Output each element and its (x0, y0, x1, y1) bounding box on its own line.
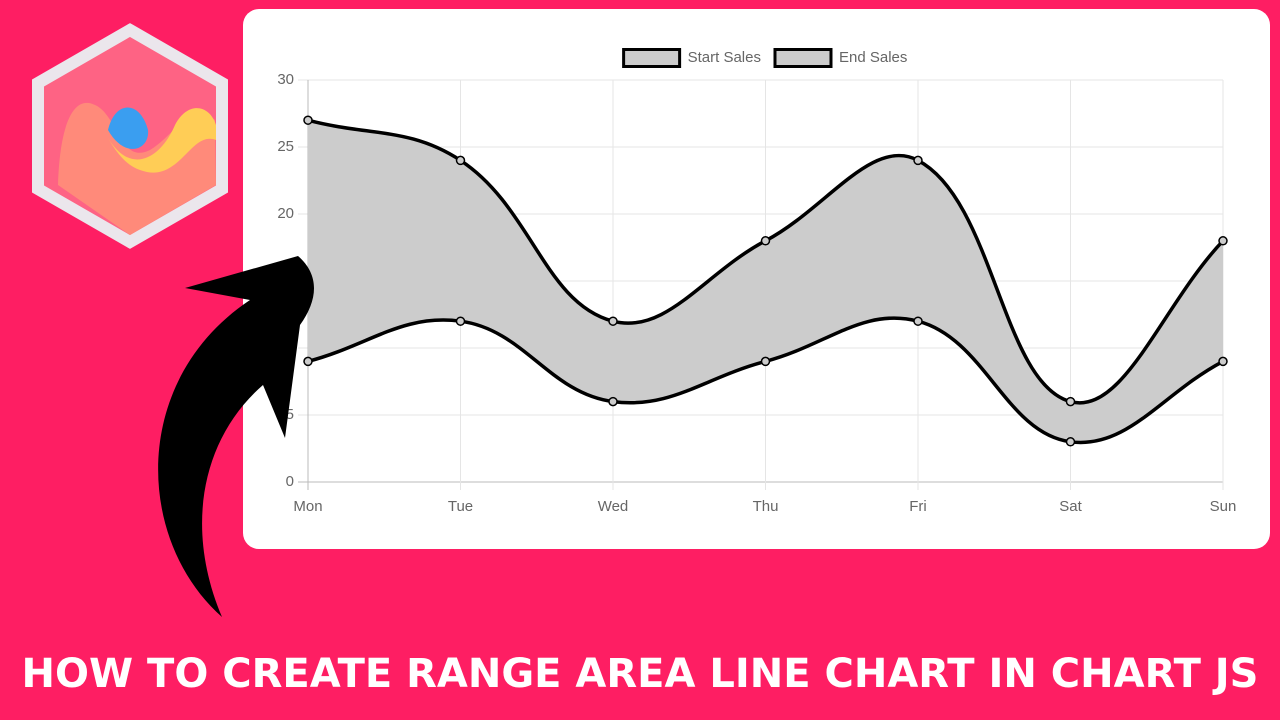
point (455, 155, 466, 166)
x-tick-label: Sun (1210, 498, 1237, 515)
point (760, 236, 771, 246)
logo-wave (108, 108, 216, 173)
logo (32, 23, 228, 249)
point (913, 316, 923, 326)
x-tick-label: Wed (598, 498, 629, 515)
x-tick-label: Fri (909, 498, 927, 515)
arrow (158, 256, 314, 617)
logo-wave (108, 107, 149, 149)
legend-swatch (622, 48, 682, 68)
legend-label: Start Sales (688, 49, 761, 66)
y-tick-label: 5 (286, 406, 294, 423)
banner-title: HOW TO CREATE RANGE AREA LINE CHART IN C… (22, 651, 1259, 697)
point (913, 155, 923, 166)
x-tick-label: Tue (448, 498, 473, 515)
legend-swatch (773, 48, 833, 68)
x-tick-label: Thu (753, 498, 779, 515)
point (1218, 356, 1228, 367)
x-tick-label: Mon (293, 498, 322, 515)
point (1065, 437, 1076, 447)
y-tick-label: 25 (277, 138, 294, 155)
point (1065, 396, 1076, 407)
y-tick-label: 20 (277, 205, 294, 222)
chart: 051015202530MonTueWedThuFriSatSunStart S… (277, 48, 1237, 515)
point (760, 356, 771, 367)
x-tick-label: Sat (1059, 498, 1082, 515)
point (455, 316, 466, 326)
legend-label: End Sales (839, 49, 907, 66)
point (1218, 236, 1228, 246)
y-tick-label: 30 (277, 71, 294, 88)
point (608, 396, 618, 407)
y-tick-label: 0 (286, 473, 294, 490)
point (303, 356, 313, 367)
range-fill (308, 120, 1223, 443)
point (303, 115, 313, 125)
point (608, 316, 618, 326)
